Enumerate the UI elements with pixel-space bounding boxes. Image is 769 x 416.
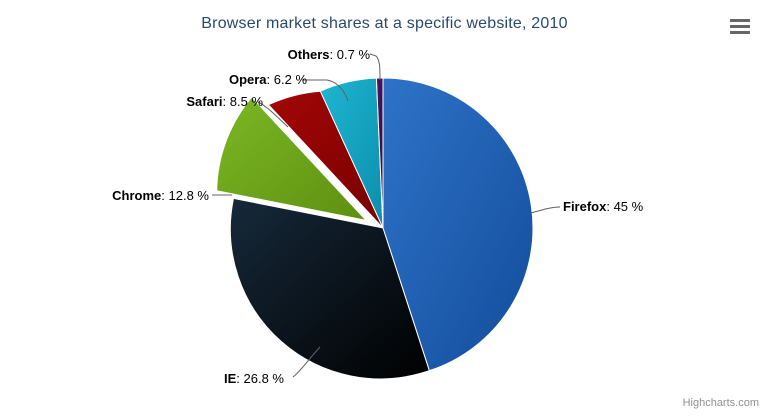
pie-label-firefox-value: : 45 % [606, 199, 644, 214]
pie-label-firefox-name: Firefox [563, 199, 607, 214]
connector-line-opera [302, 79, 349, 102]
pie-label-others-value: : 0.7 % [329, 47, 370, 62]
pie-slice-chrome[interactable] [216, 96, 368, 222]
connector-line-ie [292, 346, 321, 378]
pie-label-safari-value: : 8.5 % [222, 94, 263, 109]
pie-label-safari-name: Safari [186, 94, 223, 109]
pie-label-others: Others: 0.7 % [288, 47, 370, 62]
pie-label-safari: Safari: 8.5 % [186, 94, 263, 109]
pie-slice-firefox[interactable] [382, 77, 534, 372]
highcharts-credits[interactable]: Highcharts.com [682, 397, 759, 409]
export-menu-button[interactable] [728, 16, 752, 38]
hamburger-menu-icon-bar-1 [730, 19, 750, 22]
connector-line-safari [257, 101, 289, 128]
pie-label-opera-name: Opera [228, 72, 267, 87]
pie-label-chrome-name: Chrome [112, 188, 162, 203]
pie-label-ie-name: IE [224, 371, 237, 386]
pie-label-ie: IE: 26.8 % [224, 371, 284, 386]
pie-label-opera: Opera: 6.2 % [229, 72, 307, 87]
chart-title: Browser market shares at a specific webs… [201, 15, 568, 32]
pie-label-firefox: Firefox: 45 % [563, 199, 643, 214]
pie-slice-ie[interactable] [229, 197, 430, 380]
pie-label-chrome-value: : 12.8 % [161, 188, 209, 203]
connector-line-others [369, 53, 381, 81]
connector-line-firefox [530, 206, 561, 214]
pie-slice-chrome-group[interactable] [216, 96, 368, 222]
hamburger-menu-icon-bar-3 [730, 31, 750, 34]
pie-label-ie-value: : 26.8 % [236, 371, 284, 386]
pie-label-opera-value: : 6.2 % [266, 72, 307, 87]
pie-label-chrome: Chrome: 12.8 % [112, 188, 209, 203]
pie-label-others-name: Others [287, 47, 330, 62]
hamburger-menu-icon-bar-2 [730, 25, 750, 28]
